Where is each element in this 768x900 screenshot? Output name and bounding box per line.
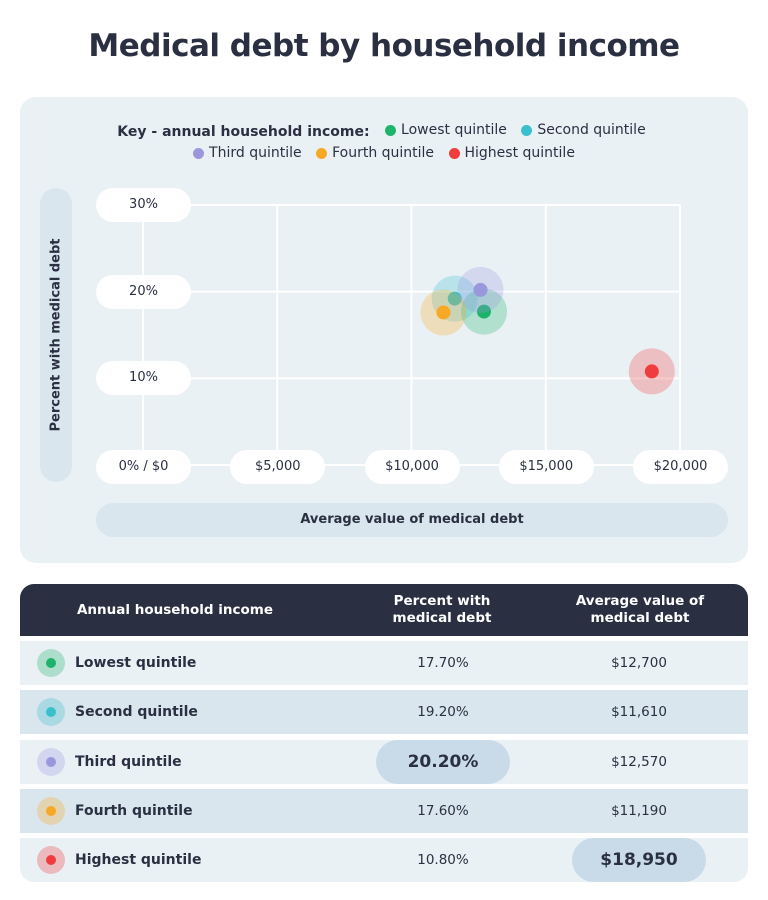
legend-row-1: Key - annual household income: Lowest qu… — [0, 122, 768, 140]
legend-dot-icon — [521, 124, 533, 136]
legend-item-third: Third quintile — [193, 145, 302, 161]
row-value: $12,570 — [611, 754, 667, 770]
table-row: Lowest quintile 17.70% $12,700 — [20, 641, 748, 685]
chart-panel — [20, 97, 748, 563]
x-tick-label: $10,000 — [364, 450, 460, 484]
x-tick-label: 0% / $0 — [96, 450, 191, 484]
table-row: Third quintile 20.20% $12,570 — [20, 740, 748, 784]
y-tick-label: 30% — [96, 188, 191, 222]
x-tick-label: $20,000 — [633, 450, 728, 484]
table-row: Second quintile 19.20% $11,610 — [20, 690, 748, 734]
legend-row-2: Third quintile Fourth quintile Highest q… — [0, 145, 768, 163]
x-tick-label: $15,000 — [498, 450, 594, 484]
row-percent: 17.60% — [417, 803, 469, 819]
table-row: Fourth quintile 17.60% $11,190 — [20, 789, 748, 833]
legend-dot-icon — [448, 147, 460, 159]
x-axis-label: Average value of medical debt — [96, 503, 728, 537]
row-income-label: Lowest quintile — [75, 655, 197, 671]
data-point — [644, 364, 659, 379]
data-point — [476, 304, 491, 319]
row-income-label: Fourth quintile — [75, 803, 193, 819]
legend-title: Key - annual household income: — [117, 123, 370, 140]
legend-dot-icon — [193, 147, 205, 159]
quintile-dot-icon — [46, 658, 56, 668]
quintile-dot-icon — [46, 707, 56, 717]
quintile-dot-icon — [46, 806, 56, 816]
row-value: $12,700 — [611, 655, 667, 671]
quintile-dot-icon — [46, 757, 56, 767]
row-income-label: Second quintile — [75, 704, 198, 720]
row-percent: 20.20% — [376, 740, 510, 784]
legend-dot-icon — [385, 124, 397, 136]
header-value: Average value of medical debt — [575, 593, 705, 626]
y-tick-label: 20% — [96, 274, 191, 309]
row-value: $11,610 — [611, 704, 667, 720]
table-row: Highest quintile 10.80% $18,950 — [20, 838, 748, 882]
row-income-label: Highest quintile — [75, 852, 202, 868]
legend-item-lowest: Lowest quintile — [385, 122, 507, 138]
header-percent: Percent with medical debt — [392, 593, 492, 626]
data-point — [473, 282, 488, 297]
y-axis-label: Percent with medical debt — [40, 188, 72, 482]
y-tick-label: 10% — [96, 361, 191, 396]
page-title: Medical debt by household income — [88, 28, 680, 64]
row-percent: 19.20% — [417, 704, 469, 720]
row-value: $18,950 — [572, 838, 706, 882]
legend-item-highest: Highest quintile — [448, 145, 575, 161]
legend-item-second: Second quintile — [521, 122, 646, 138]
row-income-label: Third quintile — [75, 754, 182, 770]
legend-dot-icon — [316, 147, 328, 159]
row-percent: 17.70% — [417, 655, 469, 671]
row-value: $11,190 — [611, 803, 667, 819]
row-percent: 10.80% — [417, 852, 469, 868]
data-point — [447, 291, 462, 306]
data-point — [436, 305, 451, 320]
table-header: Annual household income Percent with med… — [20, 584, 748, 636]
legend-item-fourth: Fourth quintile — [316, 145, 434, 161]
header-income: Annual household income — [76, 601, 274, 618]
quintile-dot-icon — [46, 855, 56, 865]
x-tick-label: $5,000 — [230, 450, 326, 484]
